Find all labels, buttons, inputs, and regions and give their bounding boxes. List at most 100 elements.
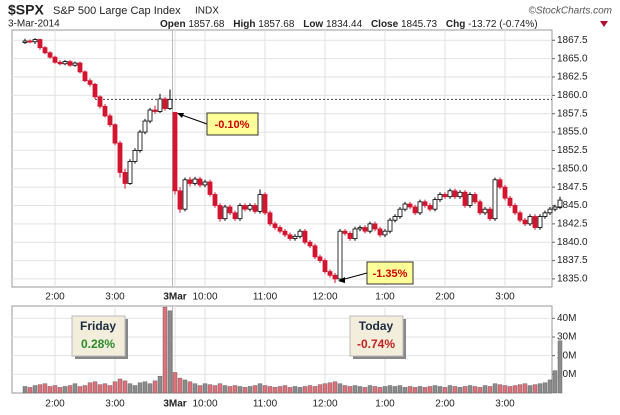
candle-body <box>417 201 423 214</box>
volume-bar <box>67 385 73 394</box>
annotation-box <box>366 261 414 285</box>
volume-bar <box>277 386 283 394</box>
volume-bar <box>547 379 553 394</box>
candle-body <box>27 40 33 43</box>
candle-body <box>142 120 148 133</box>
candle-body <box>342 230 348 234</box>
candle-body <box>557 199 563 208</box>
box-value: 0.28% <box>81 337 115 351</box>
y-tick-label: 1850.0 <box>557 163 588 174</box>
volume-bar <box>342 385 348 394</box>
candle-body <box>32 39 38 43</box>
volume-bar <box>32 385 38 394</box>
volume-bar <box>187 381 193 394</box>
annotation: -0.10% -1.35% <box>177 112 414 285</box>
candle-body <box>227 206 233 214</box>
volume-bar <box>377 387 383 394</box>
symbol: $SPX <box>8 2 44 18</box>
candle-body <box>167 98 173 109</box>
volume-bar <box>167 310 173 394</box>
x-tick-label: 3Mar <box>163 399 186 410</box>
candle-body <box>332 274 338 280</box>
volume-bar <box>42 383 48 394</box>
volume-bar <box>527 385 533 394</box>
candle-body <box>537 216 543 228</box>
candle-body <box>347 232 353 239</box>
candle-body <box>87 80 93 85</box>
volume-bar <box>162 306 168 394</box>
annotation-text: -0.10% <box>215 119 250 131</box>
volume-bar <box>327 382 333 394</box>
candle-body <box>357 227 363 230</box>
stat-label: Low <box>303 19 323 30</box>
volume-bar <box>117 378 123 394</box>
candle-body <box>402 203 408 210</box>
volume-bar <box>237 386 243 394</box>
volume-bar <box>92 381 98 394</box>
stat-value: 1857.68 <box>188 19 225 30</box>
volume-bar <box>217 383 223 394</box>
volume-bar <box>292 386 298 394</box>
volume-bar <box>77 386 83 394</box>
candle-body <box>257 194 263 212</box>
x-tick-label: 3:00 <box>495 292 515 303</box>
candle-body <box>547 208 553 214</box>
candle-body <box>282 230 288 236</box>
volume-bar <box>552 370 558 394</box>
stat-value: 1857.68 <box>258 19 295 30</box>
candle-body <box>527 216 533 225</box>
candle-body <box>327 271 333 276</box>
y-tick-label: 1857.5 <box>557 108 588 119</box>
candle-body <box>552 206 558 210</box>
volume-bar <box>177 377 183 394</box>
volume-bar <box>437 386 443 394</box>
candle-body <box>192 178 198 184</box>
y2-tick-label: 20M <box>557 350 576 361</box>
candle-body <box>42 47 48 54</box>
candle-body <box>412 206 418 214</box>
candle-body <box>427 205 433 210</box>
volume-bar <box>222 385 228 394</box>
exchange: INDX <box>195 6 219 17</box>
candle-body <box>302 230 308 243</box>
x-tick-label: 2:00 <box>435 399 455 410</box>
candle-body <box>122 172 128 184</box>
x-tick-label: 11:00 <box>253 292 278 303</box>
volume-bar <box>272 387 278 394</box>
candle-body <box>382 230 388 236</box>
y2-tick-label: 40M <box>557 313 576 324</box>
x-tick-label: 2:00 <box>45 399 65 410</box>
candle-body <box>367 223 373 232</box>
volume-bar <box>197 385 203 394</box>
stat-label: Close <box>371 19 399 30</box>
volume-bar <box>442 387 448 394</box>
candle-body <box>322 260 328 272</box>
volume-bar <box>472 386 478 394</box>
volume-bar <box>467 385 473 394</box>
volume-bar <box>192 383 198 394</box>
y2-tick-label: 10M <box>557 369 576 380</box>
volume-bar <box>427 386 433 394</box>
volume-bar <box>142 381 148 394</box>
y-tick-label: 1862.5 <box>557 72 588 83</box>
volume-bar <box>532 384 538 394</box>
volume-bar <box>52 385 58 394</box>
stat-value: 1834.44 <box>326 19 363 30</box>
candle-body <box>467 194 473 206</box>
candle-body <box>267 212 273 225</box>
y-tick-label: 1855.0 <box>557 127 588 138</box>
candle-body <box>62 61 68 65</box>
candle-body <box>262 194 268 214</box>
candle-body <box>252 205 258 212</box>
candle-body <box>377 228 383 236</box>
candle-body <box>497 179 503 188</box>
stat-value: 1845.73 <box>401 19 438 30</box>
candle-body <box>237 205 243 220</box>
stat-label: Open <box>160 19 186 30</box>
candle-body <box>152 109 158 112</box>
date: 3-Mar-2014 <box>8 19 60 30</box>
x-tick-label: 1:00 <box>375 399 395 410</box>
candle-body <box>177 190 183 210</box>
candle-body <box>107 115 113 126</box>
